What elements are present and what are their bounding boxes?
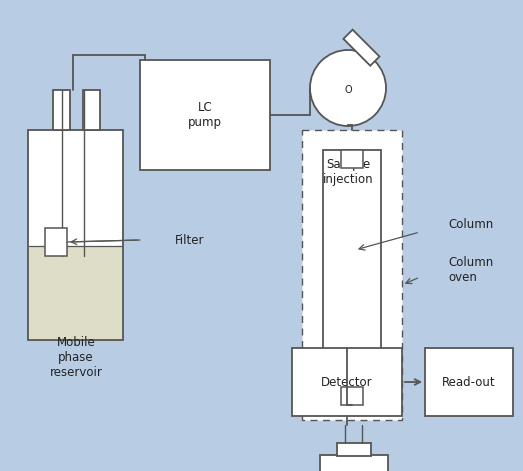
Bar <box>29 245 122 339</box>
Circle shape <box>310 50 386 126</box>
Text: Column: Column <box>448 219 493 232</box>
Text: LC
pump: LC pump <box>188 101 222 129</box>
Bar <box>341 387 363 405</box>
Text: Read-out: Read-out <box>442 375 496 389</box>
Bar <box>45 228 67 256</box>
Bar <box>323 150 381 405</box>
Bar <box>425 348 513 416</box>
Text: Sample
injection: Sample injection <box>323 158 373 186</box>
Bar <box>140 60 270 170</box>
Bar <box>320 455 388 471</box>
Bar <box>341 150 363 168</box>
Bar <box>83 90 100 130</box>
Bar <box>292 348 402 416</box>
Text: Column
oven: Column oven <box>448 256 493 284</box>
Bar <box>28 130 123 340</box>
Bar <box>337 443 371 456</box>
Bar <box>302 130 402 420</box>
Text: Detector: Detector <box>321 375 373 389</box>
Text: O: O <box>344 85 352 95</box>
Polygon shape <box>344 30 380 66</box>
Text: Filter: Filter <box>175 234 204 246</box>
Text: Mobile
phase
reservoir: Mobile phase reservoir <box>50 336 103 380</box>
Bar <box>53 90 70 130</box>
